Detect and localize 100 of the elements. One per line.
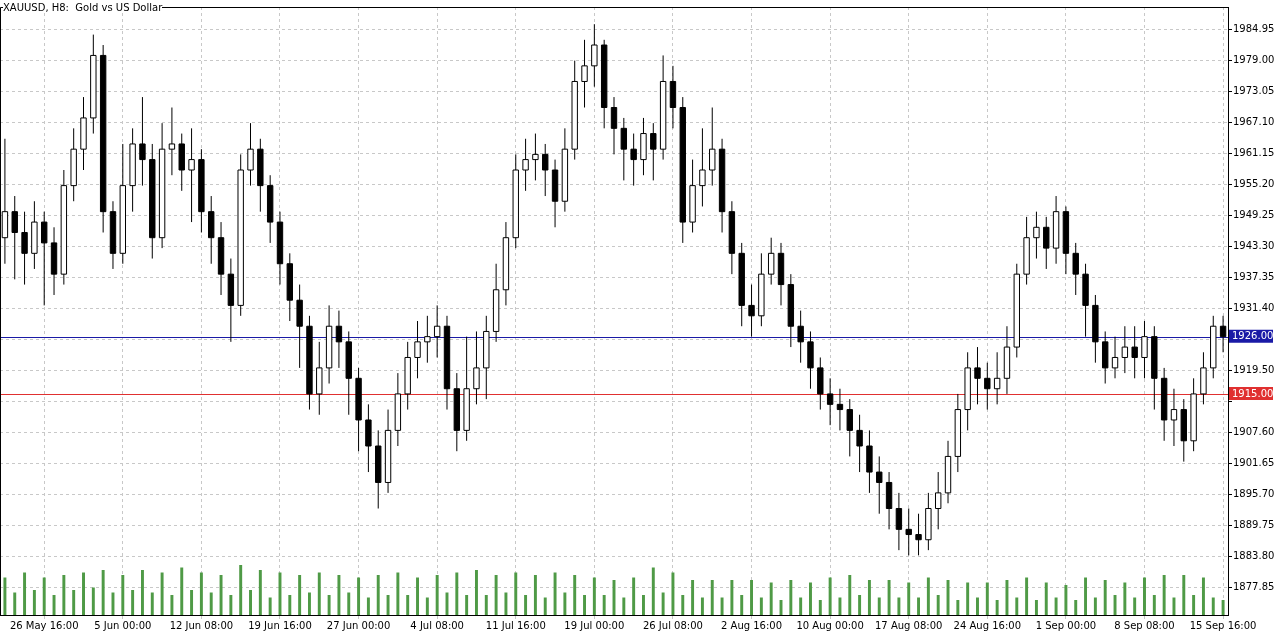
bar	[317, 572, 321, 615]
x-tick-label: 1 Sep 00:00	[1035, 619, 1097, 631]
bar	[583, 595, 586, 615]
bar	[750, 580, 754, 615]
candlestick	[1023, 216, 1030, 286]
bar	[1182, 575, 1186, 615]
x-tick-label: 2 Aug 16:00	[721, 619, 783, 631]
bar	[1034, 600, 1038, 615]
x-tick-label: 19 Jul 00:00	[564, 619, 625, 631]
bar	[150, 592, 154, 615]
x-tick-label: 5 Jun 00:00	[94, 619, 152, 631]
bar	[219, 575, 223, 615]
bar	[848, 575, 852, 615]
bar	[52, 595, 56, 615]
candlestick	[1141, 320, 1148, 379]
bar	[32, 590, 36, 615]
bar	[82, 572, 85, 615]
bar	[376, 575, 380, 615]
bar	[887, 580, 891, 615]
y-tick-label: 1889.75	[1233, 519, 1275, 531]
bar	[602, 595, 606, 615]
bar	[91, 587, 95, 615]
bar	[239, 565, 243, 615]
y-tick-label: 1877.85	[1233, 580, 1275, 592]
bar	[1133, 597, 1137, 615]
y-tick-label: 1984.95	[1233, 23, 1275, 35]
bar	[592, 577, 596, 615]
bar	[809, 582, 812, 615]
bar	[651, 567, 655, 615]
bar	[553, 572, 557, 615]
bar	[907, 582, 911, 615]
bar	[858, 595, 862, 615]
x-tick-label: 15 Sep 16:00	[1189, 619, 1257, 631]
bar	[563, 592, 567, 615]
bar	[1015, 597, 1019, 615]
bar	[249, 590, 252, 615]
y-tick-label: 1895.70	[1233, 488, 1275, 500]
bar	[1192, 595, 1196, 615]
y-tick-label: 1955.20	[1233, 178, 1275, 190]
bar	[406, 595, 410, 615]
bar	[416, 577, 419, 615]
bar	[700, 597, 704, 615]
bar	[435, 575, 439, 615]
bar	[288, 595, 292, 615]
y-tick-label: 1901.65	[1233, 457, 1275, 469]
bar	[533, 575, 537, 615]
bar	[366, 597, 370, 615]
bar	[1152, 595, 1156, 615]
bar	[1025, 577, 1029, 615]
bar	[160, 572, 164, 615]
bar	[642, 595, 645, 615]
bar	[936, 595, 940, 615]
y-tick-label: 1949.25	[1233, 209, 1275, 221]
bar	[140, 570, 144, 615]
bar	[956, 600, 960, 615]
bar	[229, 595, 233, 615]
candlestick	[689, 159, 696, 233]
bar	[425, 597, 429, 615]
bar	[1084, 577, 1088, 615]
bar	[514, 572, 518, 615]
bar	[995, 600, 999, 615]
bar	[465, 595, 469, 615]
candlestick	[414, 320, 421, 379]
bar	[926, 577, 930, 615]
bar	[877, 597, 881, 615]
candlestick	[581, 39, 588, 109]
bar	[268, 597, 272, 615]
bar	[1103, 580, 1107, 615]
y-tick-label: 1961.15	[1233, 147, 1275, 159]
bar	[1201, 577, 1205, 615]
bar	[13, 592, 17, 615]
bar	[357, 577, 361, 615]
bar	[917, 597, 921, 615]
x-tick-label: 12 Jun 08:00	[169, 619, 234, 631]
ref-line-label: 1915.00	[1232, 387, 1274, 399]
bar	[337, 575, 341, 615]
bar	[543, 597, 547, 615]
bar	[769, 582, 773, 615]
bar	[867, 580, 871, 615]
x-tick-label: 27 Jun 00:00	[326, 619, 391, 631]
bar	[386, 595, 390, 615]
bar	[632, 577, 636, 615]
bar	[838, 597, 842, 615]
x-tick-label: 26 Jul 08:00	[642, 619, 703, 631]
bar	[474, 570, 478, 615]
bar	[1064, 585, 1068, 615]
bar	[1044, 582, 1048, 615]
bar	[720, 597, 724, 615]
bar	[455, 572, 459, 615]
bar	[573, 575, 577, 615]
bar	[1074, 600, 1078, 615]
bar	[199, 572, 203, 615]
y-tick-label: 1973.05	[1233, 85, 1275, 97]
bar	[170, 595, 174, 615]
bar	[789, 580, 793, 615]
bar	[1143, 577, 1146, 615]
bar	[180, 567, 184, 615]
x-tick-label: 19 Jun 16:00	[248, 619, 312, 631]
bar	[1005, 580, 1009, 615]
y-tick-label: 1931.40	[1233, 302, 1275, 314]
